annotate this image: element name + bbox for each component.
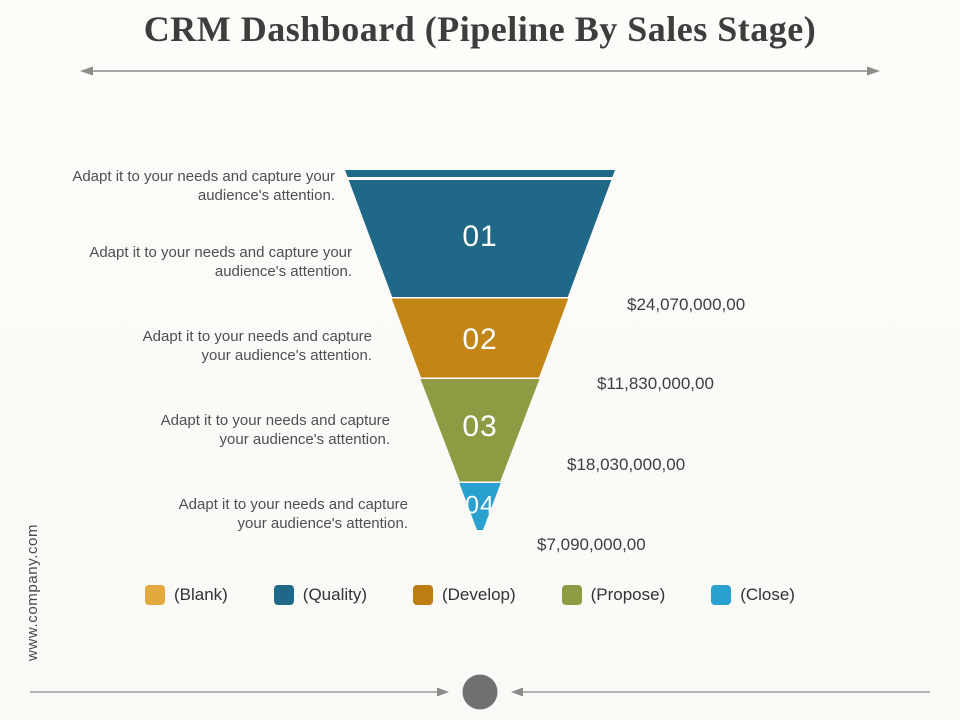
arrow-left-icon [80,66,93,76]
funnel-stage-3-shape [420,379,540,482]
funnel-chart [345,170,615,530]
caption-5: Adapt it to your needs and capture your … [178,496,408,532]
funnel-stage-4-shape [459,483,501,530]
legend-label-close: (Close) [740,585,795,604]
stage-1-value: $24,070,000,00 [627,295,746,314]
funnel-top-sliver [345,170,615,177]
funnel-stage-2-number: 02 [462,323,498,356]
legend-label-propose: (Propose) [590,585,666,604]
caption-1: Adapt it to your needs and capture your … [72,168,335,204]
legend-swatch-blank [145,585,165,605]
legend-item-develop: (Develop) [412,585,516,605]
funnel-stage-3-number: 03 [462,410,498,443]
caption-3: Adapt it to your needs and capture your … [142,328,372,364]
funnel-stage-4-number: 04 [465,491,495,520]
legend: (Blank) (Quality) (Develop) (Propose) (C… [145,585,795,605]
arrow-right-icon [867,66,880,76]
funnel-stage-1-number: 01 [462,220,498,253]
website-vertical-text: www.company.com [24,523,41,661]
caption-2: Adapt it to your needs and capture your … [89,244,352,280]
legend-item-propose: (Propose) [561,585,666,605]
title-divider-arrow [80,66,880,76]
legend-swatch-develop [412,585,433,605]
legend-item-close: (Close) [711,585,795,605]
page-title: CRM Dashboard (Pipeline By Sales Stage) [143,9,817,49]
funnel-stage-2-shape [391,298,569,378]
legend-label-quality: (Quality) [302,585,368,604]
caption-4: Adapt it to your needs and capture your … [160,412,390,448]
stage-2-value: $11,830,000,00 [597,374,714,393]
stage-3-value: $18,030,000,00 [567,455,686,474]
arrow-inward-right-icon [511,687,523,697]
arrow-inward-left-icon [437,687,449,697]
legend-label-develop: (Develop) [441,585,516,604]
legend-swatch-close [711,585,732,605]
legend-label-blank: (Blank) [174,585,228,604]
funnel-stage-1-shape [348,180,612,297]
stage-4-value: $7,090,000,00 [537,535,646,554]
legend-swatch-quality [273,585,294,605]
footer-circle [462,674,498,710]
legend-swatch-propose [561,585,582,605]
legend-item-blank: (Blank) [145,585,228,605]
legend-item-quality: (Quality) [273,585,368,605]
footer-divider [30,674,930,710]
